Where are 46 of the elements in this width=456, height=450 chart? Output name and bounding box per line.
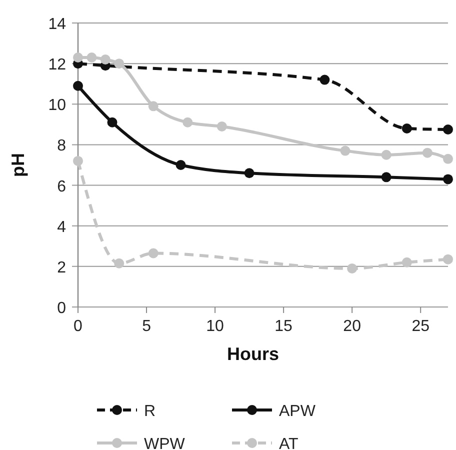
- point: [73, 52, 83, 62]
- point: [244, 168, 254, 178]
- point: [216, 121, 227, 132]
- point: [381, 172, 392, 182]
- point: [73, 80, 83, 91]
- x-tick-label: 20: [343, 318, 362, 335]
- y-tick-label: 4: [57, 218, 66, 236]
- point: [402, 123, 412, 134]
- point: [402, 257, 412, 268]
- y-tick-label: 12: [48, 56, 66, 74]
- legend-label: R: [144, 403, 156, 420]
- point: [107, 117, 118, 128]
- x-tick-label: 10: [206, 318, 224, 335]
- point: [176, 160, 186, 170]
- point: [443, 254, 453, 264]
- point: [443, 124, 453, 134]
- x-tick-label: 0: [74, 318, 83, 335]
- y-tick-label: 0: [57, 300, 66, 317]
- y-tick-label: 8: [57, 138, 66, 155]
- legend-label: WPW: [144, 436, 186, 450]
- y-tick-label: 14: [48, 16, 66, 33]
- point: [73, 156, 83, 166]
- point: [114, 58, 124, 69]
- point: [100, 54, 110, 65]
- point: [320, 74, 330, 85]
- point: [443, 174, 453, 184]
- point: [443, 154, 453, 164]
- y-tick-label: 6: [57, 178, 66, 196]
- x-tick-label: 15: [274, 318, 293, 335]
- y-axis-title: pH: [8, 153, 28, 177]
- point: [182, 117, 193, 128]
- x-axis-title: Hours: [226, 344, 280, 364]
- x-tick-label: 25: [412, 318, 430, 335]
- point: [422, 148, 432, 158]
- point: [347, 263, 358, 274]
- point: [340, 146, 350, 156]
- point: [381, 150, 392, 160]
- point: [148, 101, 158, 112]
- legend-label: APW: [279, 403, 316, 420]
- point: [86, 52, 97, 62]
- x-tick-label: 5: [142, 318, 152, 335]
- point: [148, 248, 158, 258]
- legend-label: AT: [279, 436, 298, 450]
- point: [114, 258, 124, 268]
- y-tick-label: 10: [48, 97, 66, 114]
- y-tick-label: 2: [57, 259, 66, 276]
